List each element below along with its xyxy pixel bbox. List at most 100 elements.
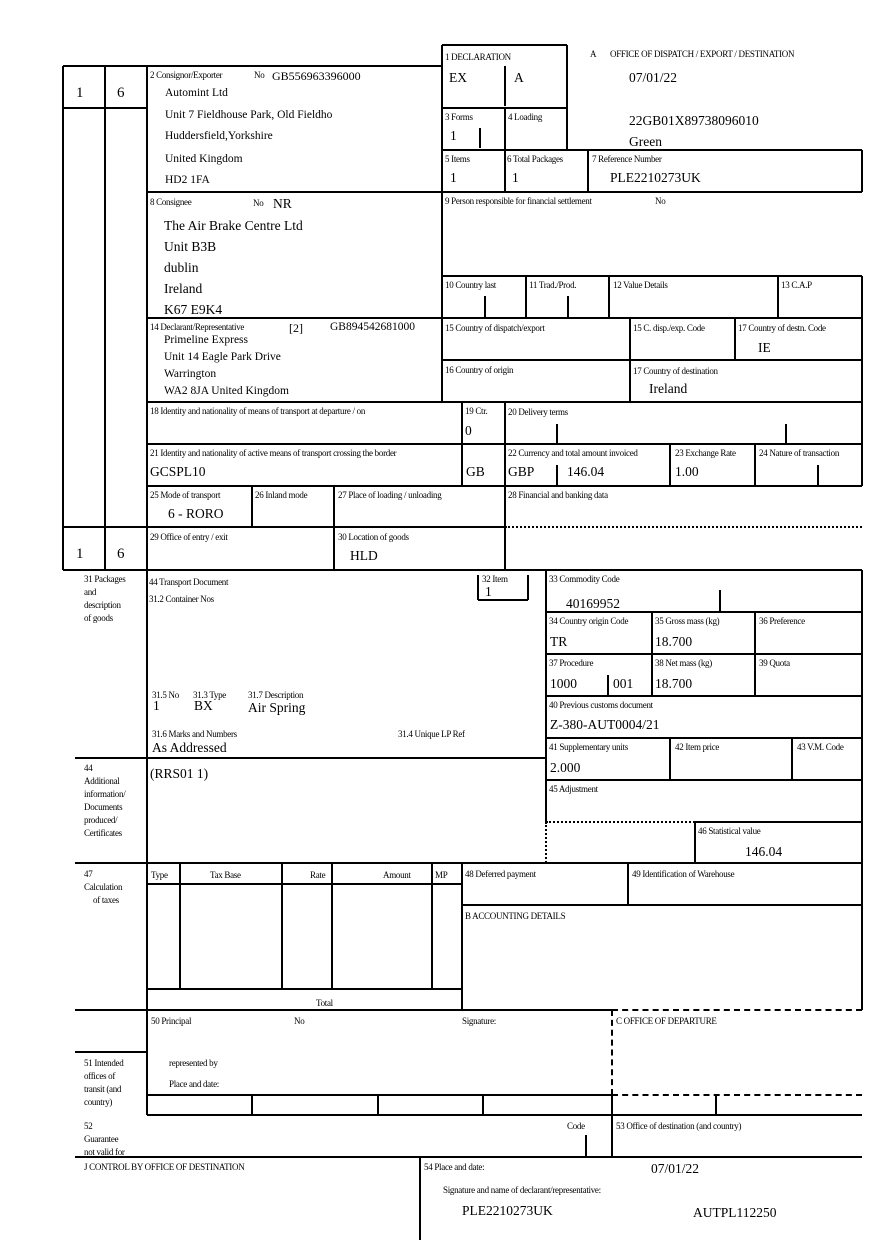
form-rule xyxy=(462,904,862,906)
box10-label: 10 Country last xyxy=(445,280,496,290)
form-rule xyxy=(504,66,506,106)
box22-label: 22 Currency and total amount invoiced xyxy=(508,448,638,458)
form-rule xyxy=(861,863,863,1010)
form-rule xyxy=(694,822,696,863)
form-rule xyxy=(147,317,862,319)
represented-by-label: represented by xyxy=(169,1058,218,1068)
box44-label: 44 xyxy=(84,763,93,773)
form-rule xyxy=(546,779,862,781)
box37-label: 37 Procedure xyxy=(549,658,594,668)
declarant-line: Primeline Express xyxy=(164,334,248,346)
consignee-line: Ireland xyxy=(164,281,203,296)
form-rule-dotted xyxy=(546,821,695,823)
description-label: 31.7 Description xyxy=(248,690,304,700)
form-rule xyxy=(566,45,568,150)
box52-label: 52 xyxy=(84,1121,93,1131)
form-rule xyxy=(477,575,479,600)
statistical-value: 146.04 xyxy=(745,844,783,859)
declarant-line: Unit 14 Eagle Park Drive xyxy=(164,351,281,363)
declarant-line: Warrington xyxy=(164,368,217,380)
box25-label: 25 Mode of transport xyxy=(150,490,221,500)
total-packages-value: 1 xyxy=(512,170,519,185)
place-date-label: Place and date: xyxy=(169,1079,219,1089)
form-rule xyxy=(251,486,253,527)
active-transport-id: GCSPL10 xyxy=(150,464,206,479)
goods-description: Air Spring xyxy=(248,700,306,715)
box8-no-label: No xyxy=(253,198,264,208)
consignor-eori: GB556963396000 xyxy=(272,69,361,83)
box17-label: 17 Country of destination xyxy=(633,366,718,376)
package-type: BX xyxy=(194,698,213,713)
form-rule xyxy=(719,590,721,612)
form-rule-dotted xyxy=(545,822,547,863)
form-rule xyxy=(607,675,609,696)
form-rule-dotted xyxy=(505,526,862,528)
box6-label: 6 Total Packages xyxy=(507,154,563,164)
box28-label: 28 Financial and banking data xyxy=(508,490,608,500)
form-rule xyxy=(442,149,862,151)
box44-label: Additional xyxy=(84,776,120,786)
box47-label: of taxes xyxy=(93,895,119,905)
box44-label: information/ xyxy=(84,789,126,799)
box52-label: Guarantee xyxy=(84,1134,119,1144)
tax-column-amount: Amount xyxy=(383,870,411,880)
form-rule xyxy=(504,150,506,192)
consignee-no: NR xyxy=(273,196,292,211)
box1-label: 1 DECLARATION xyxy=(445,52,511,62)
box50-label: 50 Principal xyxy=(151,1016,192,1026)
box12-label: 12 Value Details xyxy=(613,280,668,290)
tax-column-mp: MP xyxy=(435,870,448,880)
declaration-date: 07/01/22 xyxy=(651,1161,700,1176)
form-rule xyxy=(147,988,462,990)
form-rule xyxy=(567,296,569,318)
form-rule xyxy=(461,863,463,1010)
tax-column-type: Type xyxy=(151,870,168,880)
form-rule xyxy=(281,863,283,989)
box35-label: 35 Gross mass (kg) xyxy=(655,616,720,626)
form-rule xyxy=(791,738,793,780)
box31-label: description xyxy=(84,600,121,610)
box17code-label: 17 Country of destn. Code xyxy=(738,323,826,333)
box41-label: 41 Supplementary units xyxy=(549,742,628,752)
form-rule xyxy=(754,612,756,696)
form-rule xyxy=(63,526,505,528)
consignor-line: Automint Ltd xyxy=(165,87,228,99)
office-date: 07/01/22 xyxy=(629,70,678,85)
commodity-code: 40169952 xyxy=(566,596,620,611)
container-nos-label: 31.2 Container Nos xyxy=(149,594,214,604)
box52-code-label: Code xyxy=(567,1121,585,1131)
form-rule xyxy=(627,863,629,905)
box46-label: 46 Statistical value xyxy=(698,826,761,836)
form-rule xyxy=(146,66,148,570)
declarant-line: WA2 8JA United Kingdom xyxy=(164,385,289,397)
form-rule xyxy=(75,1009,612,1011)
form-rule xyxy=(546,737,862,739)
declaration-subtype: A xyxy=(514,70,524,85)
form-rule xyxy=(546,695,862,697)
form-rule xyxy=(147,191,862,193)
declaration-type: EX xyxy=(449,70,467,85)
route: Green xyxy=(629,134,662,149)
box4-label: 4 Loading xyxy=(508,112,543,122)
origin-code: TR xyxy=(550,634,568,649)
copy-number: 1 xyxy=(76,85,84,101)
copy-number: 6 xyxy=(117,546,125,562)
form-rule xyxy=(478,599,528,601)
tax-column-base: Tax Base xyxy=(210,870,241,880)
agent-code: AUTPL112250 xyxy=(693,1205,777,1220)
mrn: 22GB01X89738096010 xyxy=(629,113,759,128)
boxJ-label: J CONTROL BY OFFICE OF DESTINATION xyxy=(84,1162,245,1172)
consignor-line: HD2 1FA xyxy=(165,174,210,186)
box31-label: 31 Packages xyxy=(84,574,126,584)
form-rule xyxy=(785,424,787,444)
form-rule xyxy=(556,424,558,444)
form-rule xyxy=(546,611,862,613)
form-rule xyxy=(251,1095,253,1115)
box32-label: 32 Item xyxy=(482,574,508,584)
package-no: 1 xyxy=(153,698,160,713)
box2-no-label: No xyxy=(254,70,265,80)
box2-label: 2 Consignor/Exporter xyxy=(150,70,223,80)
form-rule xyxy=(431,863,433,989)
tax-column-rate: Rate xyxy=(310,870,326,880)
form-rule xyxy=(147,1114,862,1116)
